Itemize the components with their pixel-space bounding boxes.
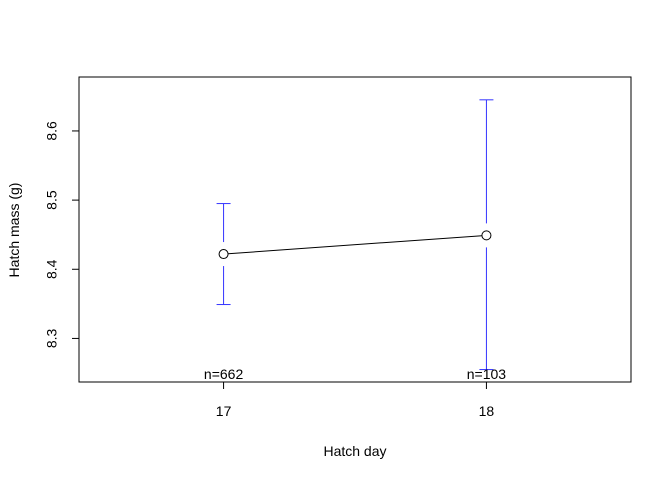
y-tick-label: 8.6 xyxy=(44,121,60,141)
data-point xyxy=(218,249,229,260)
x-tick-label: 18 xyxy=(479,403,495,419)
y-axis-title: Hatch mass (g) xyxy=(6,183,22,278)
x-axis: 17 18 xyxy=(216,381,495,419)
y-axis: 8.3 8.4 8.5 8.6 xyxy=(44,121,80,348)
series-layer: n=662 n=103 xyxy=(204,99,507,382)
x-tick-label: 17 xyxy=(216,403,232,419)
data-point xyxy=(481,230,492,241)
plot-frame xyxy=(78,76,632,383)
y-tick-label: 8.3 xyxy=(44,328,60,348)
y-tick-label: 8.4 xyxy=(44,259,60,279)
y-tick-label: 8.5 xyxy=(44,190,60,210)
n-label: n=103 xyxy=(467,366,507,382)
series-line xyxy=(228,235,482,255)
n-label: n=662 xyxy=(204,366,244,382)
x-axis-title: Hatch day xyxy=(323,443,386,459)
